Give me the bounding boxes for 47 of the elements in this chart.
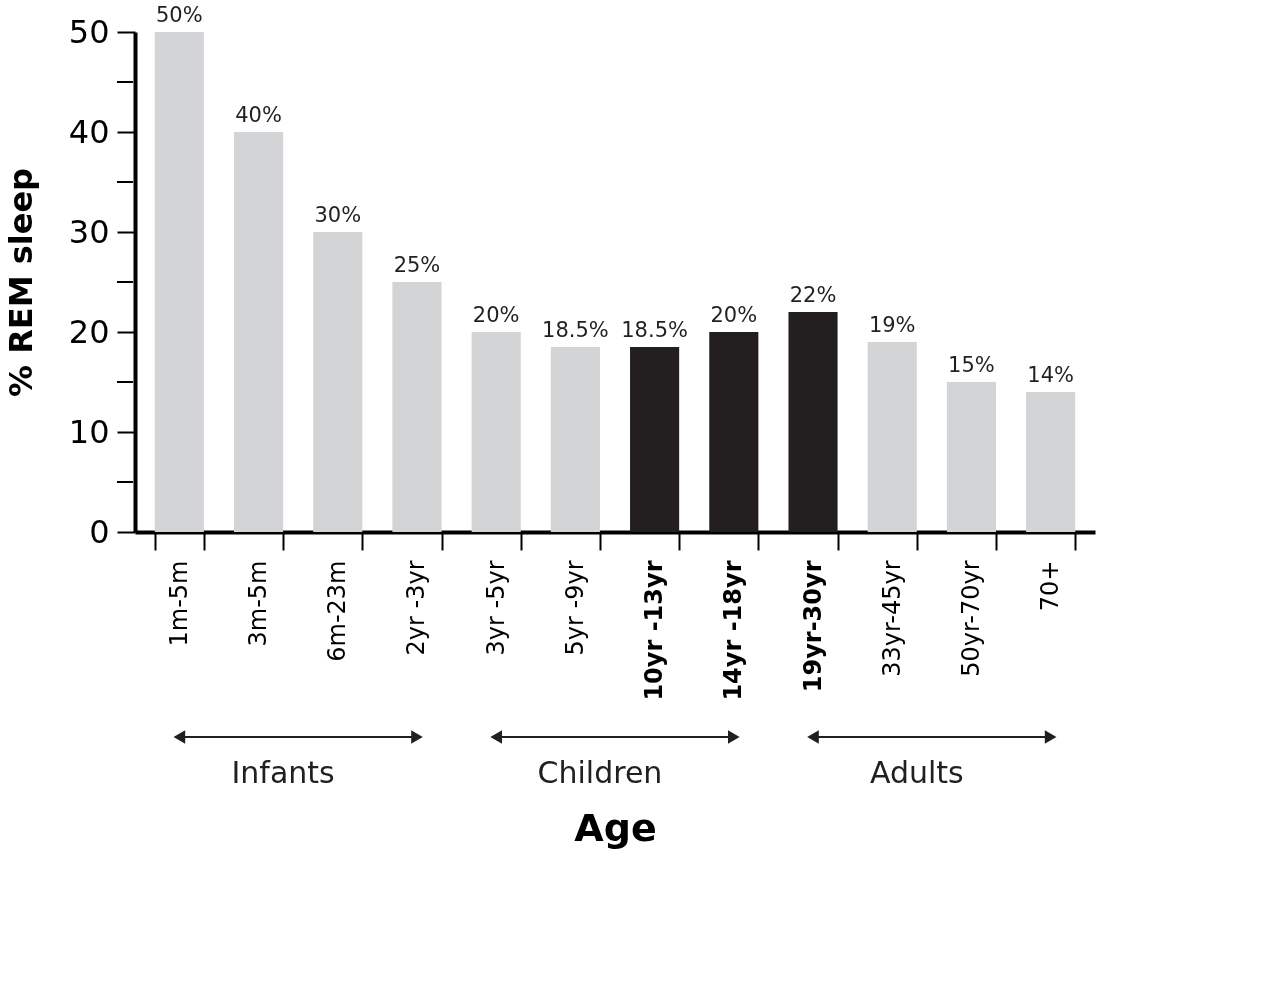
x-tick-label: 14yr -18yr	[719, 560, 748, 701]
x-tick-label: 3m-5m	[244, 560, 273, 647]
bar	[788, 312, 838, 532]
bar	[867, 342, 917, 532]
x-tick-label: 2yr -3yr	[402, 560, 431, 656]
data-label: 30%	[314, 203, 362, 227]
text: Infants	[231, 755, 335, 790]
x-tick-label: 50yr-70yr	[956, 560, 985, 677]
x-tick-label: 19yr-30yr	[798, 560, 827, 693]
data-label: 18.5%	[621, 318, 688, 342]
y-tick-label: 0	[89, 512, 110, 551]
y-tick-label: 30	[68, 212, 110, 251]
data-label: 15%	[948, 353, 995, 377]
text: Adults	[869, 755, 964, 790]
y-tick-label: 20	[68, 312, 110, 351]
x-tick-label: 3yr -5yr	[481, 560, 510, 656]
y-tick-label: 50	[68, 12, 110, 51]
x-tick-label: 1m-5m	[164, 560, 193, 647]
data-label: 40%	[235, 103, 282, 127]
x-tick-label: 6m-23m	[323, 560, 352, 662]
bar	[154, 32, 204, 532]
bar	[709, 332, 759, 532]
data-label: 50%	[156, 3, 203, 27]
data-label: 19%	[868, 313, 916, 337]
x-tick-label: 10yr -13yr	[640, 560, 669, 701]
x-axis-title: Age	[574, 805, 657, 850]
y-tick-label: 10	[68, 412, 110, 451]
x-tick-label: 70+	[1036, 560, 1065, 612]
bar	[392, 282, 442, 532]
bar	[234, 132, 284, 532]
y-axis-title: % REM sleep	[1, 167, 40, 398]
bar	[471, 332, 521, 532]
x-tick-label: 5yr -9yr	[560, 560, 589, 656]
data-label: 14%	[1027, 363, 1074, 387]
bar	[550, 347, 600, 532]
data-label: 20%	[710, 303, 758, 327]
data-label: 20%	[472, 303, 520, 327]
bar	[313, 232, 363, 532]
x-tick-label: 33yr-45yr	[877, 560, 906, 677]
data-label: 22%	[789, 283, 837, 307]
bar	[630, 347, 680, 532]
data-label: 18.5%	[542, 318, 609, 342]
text: Children	[537, 755, 663, 790]
bar	[1026, 392, 1076, 532]
data-label: 25%	[393, 253, 441, 277]
bar	[946, 382, 996, 532]
y-tick-label: 40	[68, 112, 110, 151]
